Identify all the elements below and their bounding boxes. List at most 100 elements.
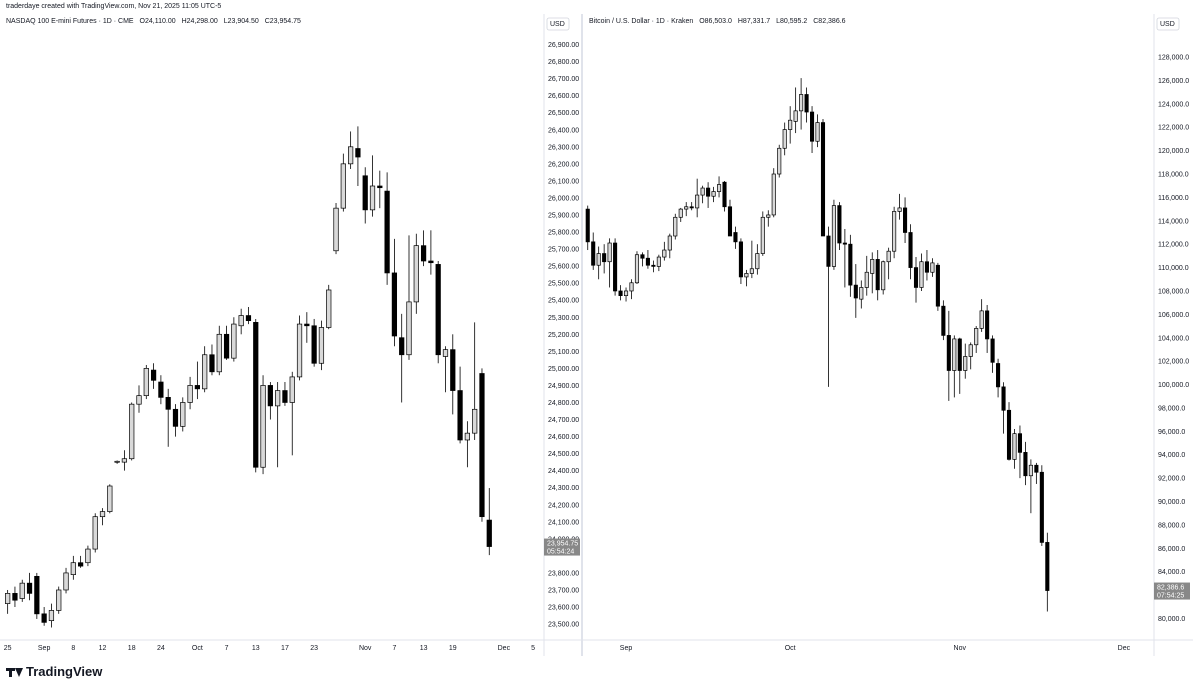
nasdaq-candle-body	[362, 175, 368, 211]
bitcoin-candle-body	[656, 256, 661, 267]
nasdaq-y-tick-label: 24,300.00	[548, 485, 579, 492]
bitcoin-y-tick-label: 98,000.0	[1158, 405, 1185, 412]
bitcoin-candle-body	[766, 214, 771, 218]
bitcoin-candle-body	[974, 328, 979, 346]
bitcoin-candle-body	[903, 207, 908, 233]
bitcoin-y-tick-label: 108,000.0	[1158, 288, 1189, 295]
nasdaq-candle-body	[377, 185, 383, 189]
nasdaq-x-tick-label: 17	[281, 645, 289, 652]
nasdaq-open: O24,110.00	[139, 18, 176, 25]
nasdaq-candle-body	[318, 327, 325, 364]
bitcoin-candle-body	[875, 259, 880, 291]
bitcoin-candle-body	[1039, 471, 1044, 543]
bitcoin-candle-body	[777, 147, 782, 175]
nasdaq-candle-body	[216, 333, 222, 373]
nasdaq-close: C23,954.75	[264, 18, 301, 25]
bitcoin-y-tick-label: 88,000.0	[1158, 522, 1185, 529]
bitcoin-candle-body	[886, 250, 891, 263]
bitcoin-x-tick-label: Nov	[954, 645, 967, 652]
nasdaq-candle-body	[56, 589, 62, 611]
nasdaq-candle-body	[231, 323, 237, 359]
nasdaq-candle-body	[121, 458, 128, 463]
bitcoin-legend: Bitcoin / U.S. Dollar · 1D · Kraken O86,…	[589, 18, 850, 25]
bitcoin-candle-body	[689, 206, 694, 209]
bitcoin-candle-body	[700, 187, 705, 196]
nasdaq-candle-body	[457, 390, 463, 441]
nasdaq-y-tick-label: 23,600.00	[548, 605, 579, 612]
nasdaq-y-tick-label: 26,800.00	[548, 59, 579, 66]
nasdaq-candle-body	[435, 264, 441, 356]
bitcoin-candle-body	[870, 259, 875, 274]
created-by-caption: traderdaye created with TradingView.com,…	[6, 3, 222, 10]
bitcoin-price-tag-countdown: 07:54:25	[1157, 593, 1184, 600]
panel-divider[interactable]	[581, 14, 583, 656]
nasdaq-chart-panel[interactable]: NASDAQ 100 E-mini Futures · 1D · CME O24…	[0, 14, 581, 656]
bitcoin-candlestick-chart[interactable]: USD 128,000.0 126,000.0 124,000.0 122,000.0 1…	[583, 14, 1193, 656]
bitcoin-candle-body	[727, 206, 733, 237]
nasdaq-y-tick-label: 23,800.00	[548, 570, 579, 577]
nasdaq-candle-body	[428, 260, 434, 264]
nasdaq-y-tick-label: 24,200.00	[548, 502, 579, 509]
bitcoin-candle-body	[848, 243, 853, 286]
nasdaq-candle-body	[326, 289, 332, 328]
bitcoin-candle-body	[935, 264, 940, 307]
nasdaq-y-tick-label: 26,100.00	[548, 178, 579, 185]
bitcoin-candle-body	[667, 235, 672, 251]
bitcoin-y-tick-label: 102,000.0	[1158, 359, 1189, 366]
bitcoin-candle-body	[837, 205, 842, 244]
nasdaq-currency-label[interactable]: USD	[550, 21, 565, 28]
nasdaq-candle-body	[406, 301, 412, 356]
bitcoin-candle-body	[618, 290, 623, 296]
nasdaq-candle-body	[187, 385, 193, 403]
nasdaq-candle-body	[275, 390, 281, 407]
nasdaq-price-tag	[544, 538, 580, 556]
bitcoin-y-tick-label: 110,000.0	[1158, 265, 1189, 272]
bitcoin-currency-label[interactable]: USD	[1160, 21, 1175, 28]
bitcoin-candle-body	[662, 249, 667, 258]
nasdaq-candle-body	[136, 395, 142, 405]
bitcoin-candle-body	[908, 232, 913, 268]
nasdaq-candle-body	[333, 207, 339, 252]
nasdaq-currency-box[interactable]	[546, 17, 570, 31]
nasdaq-y-tick-label: 24,800.00	[548, 400, 579, 407]
nasdaq-candle-body	[384, 190, 390, 274]
bitcoin-currency-box[interactable]	[1156, 17, 1180, 31]
bitcoin-candle-body	[711, 191, 716, 197]
bitcoin-candle-body	[963, 356, 968, 371]
bitcoin-candle-body	[924, 261, 929, 273]
nasdaq-candle-body	[70, 562, 76, 575]
bitcoin-candle-body	[629, 282, 634, 292]
nasdaq-x-tick-label: 23	[310, 645, 318, 652]
nasdaq-y-tick-label: 25,600.00	[548, 264, 579, 271]
bitcoin-price-tag-value: 82,386.6	[1157, 585, 1184, 592]
nasdaq-x-tick-label: 13	[252, 645, 260, 652]
bitcoin-open: O86,503.0	[699, 18, 732, 25]
bitcoin-candle-body	[952, 338, 957, 371]
bitcoin-y-tick-label: 128,000.0	[1158, 55, 1189, 62]
nasdaq-candle-body	[311, 325, 317, 364]
nasdaq-candle-body	[472, 408, 478, 434]
tradingview-logo-icon	[6, 667, 23, 677]
bitcoin-y-tick-label: 100,000.0	[1158, 382, 1189, 389]
nasdaq-candle-body	[12, 593, 18, 601]
nasdaq-x-tick-label: Sep	[38, 645, 51, 652]
bitcoin-y-tick-label: 104,000.0	[1158, 335, 1189, 342]
nasdaq-y-tick-label: 25,400.00	[548, 298, 579, 305]
bitcoin-y-tick-label: 86,000.0	[1158, 546, 1185, 553]
bitcoin-y-tick-label: 80,000.0	[1158, 616, 1185, 623]
nasdaq-candle-body	[253, 322, 259, 468]
nasdaq-low: L23,904.50	[223, 18, 259, 25]
nasdaq-candle-body	[5, 593, 11, 604]
nasdaq-candlestick-chart[interactable]: USD 26,900.00 26,800.00 26,700.00 26,600.00 2…	[0, 14, 581, 656]
nasdaq-candle-body	[180, 402, 186, 427]
nasdaq-y-tick-label: 25,000.00	[548, 366, 579, 373]
bitcoin-candle-body	[651, 264, 656, 267]
nasdaq-candle-body	[267, 385, 273, 407]
bitcoin-symbol: Bitcoin / U.S. Dollar · 1D · Kraken	[589, 18, 694, 25]
bitcoin-y-tick-label: 120,000.0	[1158, 148, 1189, 155]
bitcoin-candle-body	[613, 242, 618, 292]
bitcoin-chart-panel[interactable]: Bitcoin / U.S. Dollar · 1D · Kraken O86,…	[583, 14, 1193, 656]
nasdaq-x-tick-label: 19	[449, 645, 457, 652]
nasdaq-candle-body	[238, 315, 244, 327]
bitcoin-candle-body	[810, 111, 815, 142]
